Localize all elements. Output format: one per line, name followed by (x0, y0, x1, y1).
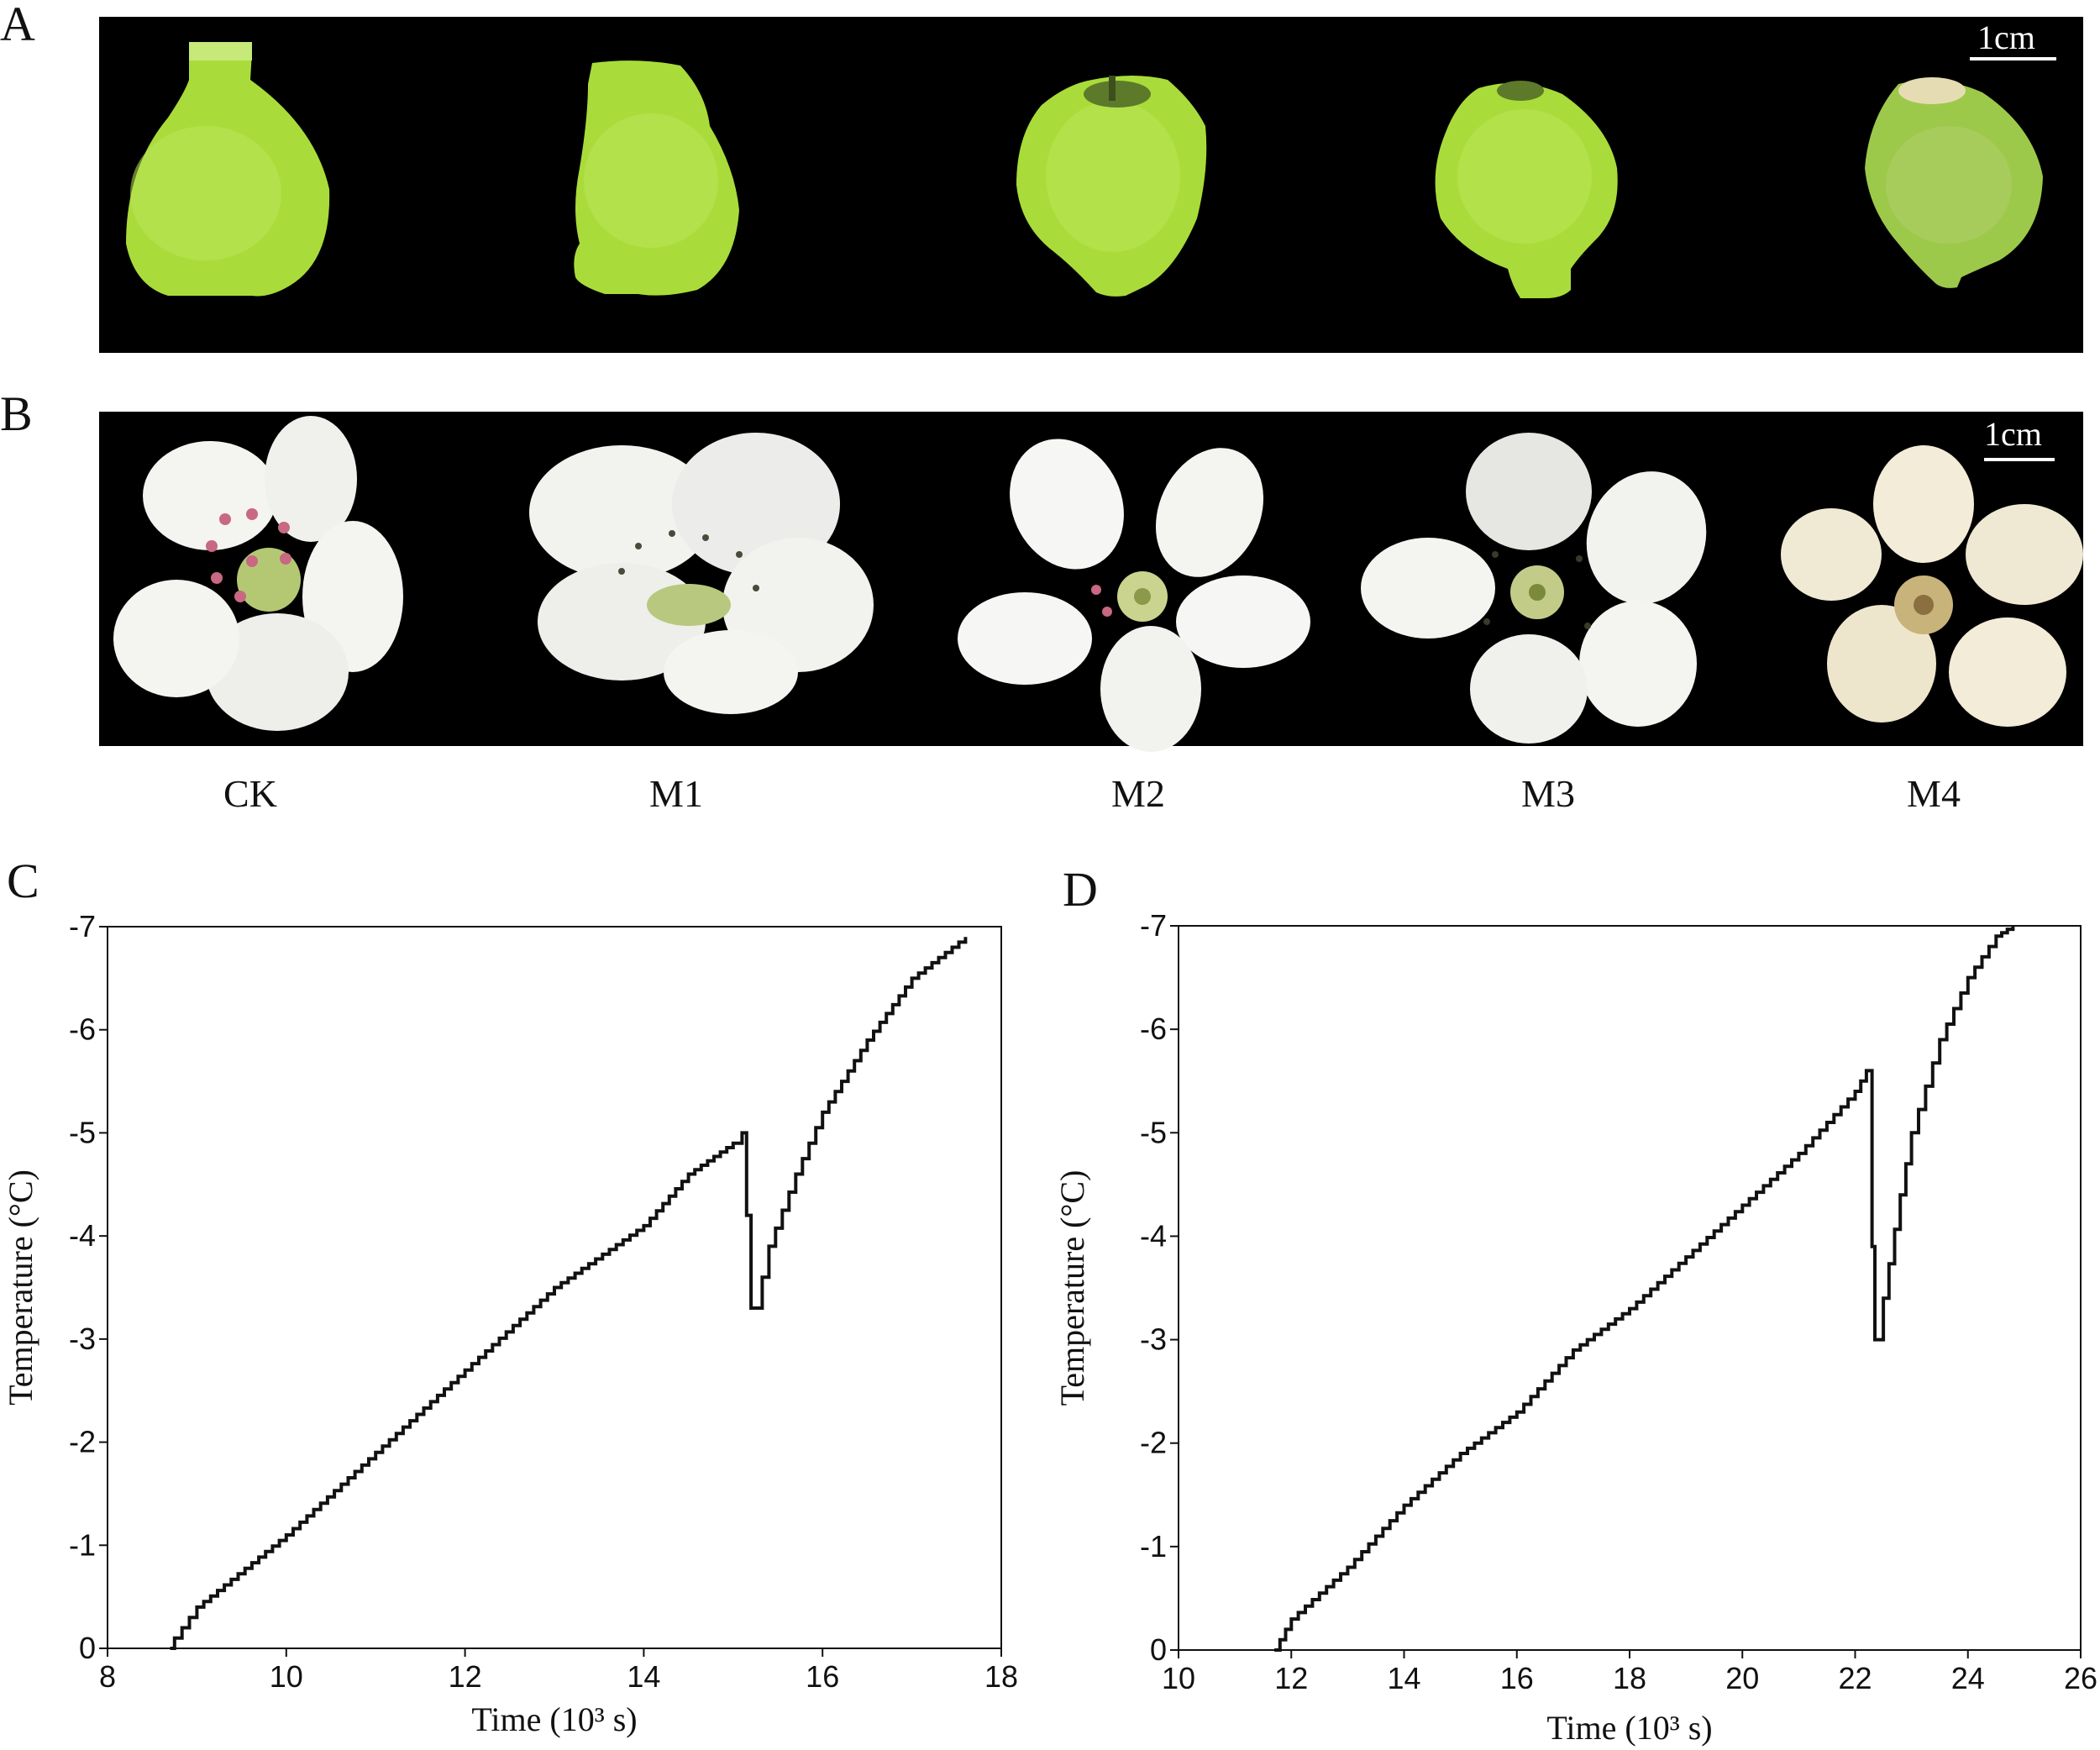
chart-c-xtick-label-0: 8 (99, 1659, 116, 1694)
sample-label-ck: CK (223, 772, 277, 815)
chart-d: 10 12 14 16 18 20 22 24 26 0 -1 -2 -3 -4 -5 -6 -7 Time (1… (1053, 908, 2097, 1747)
chart-c-ytick-label-6: -6 (69, 1012, 96, 1047)
chart-d-xtick-label-7: 24 (1951, 1661, 1985, 1695)
chart-c-xtick-label-2: 12 (449, 1659, 482, 1694)
fruit-ck (126, 42, 330, 297)
panel-c-letter: C (7, 854, 39, 908)
flower-ck (113, 416, 403, 731)
panel-a-letter: A (0, 0, 35, 51)
chart-d-ytick-label-4: -4 (1140, 1218, 1167, 1253)
chart-d-ylabel: Temperature (°C) (1053, 1170, 1091, 1406)
panel-b-scale-bar (1984, 458, 2055, 461)
chart-d-ytick-label-6: -6 (1140, 1012, 1167, 1046)
chart-c-series-0-line (170, 937, 968, 1650)
chart-d-xtick-label-4: 18 (1613, 1661, 1646, 1695)
flower-m2 (958, 439, 1310, 752)
chart-c-ytick-label-5: -5 (69, 1115, 96, 1149)
chart-d-xtick-label-0: 10 (1162, 1661, 1195, 1695)
chart-c-xtick-label-3: 14 (627, 1659, 660, 1694)
chart-d-ytick-label-2: -2 (1140, 1426, 1167, 1460)
chart-c-ytick-label-1: -1 (69, 1527, 96, 1562)
panel-b-scale-label: 1cm (1984, 415, 2042, 453)
chart-d-xtick-label-6: 22 (1838, 1661, 1872, 1695)
chart-c-ytick-label-7: -7 (69, 909, 96, 943)
flower-m4 (1781, 445, 2083, 727)
chart-d-ytick-label-3: -3 (1140, 1322, 1167, 1357)
chart-c-ylabel: Temperature (°C) (2, 1169, 39, 1406)
chart-c-ytick-label-4: -4 (69, 1218, 96, 1253)
chart-d-ytick-label-5: -5 (1140, 1115, 1167, 1149)
chart-d-xtick-label-1: 12 (1274, 1661, 1308, 1695)
fruit-m3 (1435, 81, 1618, 299)
chart-c-ytick-label-3: -3 (69, 1322, 96, 1356)
chart-d-xtick-label-8: 26 (2064, 1661, 2097, 1695)
sample-label-m4: M4 (1907, 772, 1961, 815)
chart-d-xtick-label-5: 20 (1725, 1661, 1759, 1695)
panel-b-photo: 1cm (99, 412, 2083, 752)
chart-c-xtick-label-5: 18 (984, 1659, 1018, 1694)
flower-m3 (1361, 433, 1707, 744)
chart-d-ytick-label-7: -7 (1140, 908, 1167, 943)
sample-label-m1: M1 (649, 772, 703, 815)
chart-c: 8 10 12 14 16 18 0 -1 -2 -3 -4 -5 -6 -7 Time (10³ s) Te… (2, 909, 1018, 1738)
chart-c-ytick-label-2: -2 (69, 1425, 96, 1459)
fruit-m2 (1016, 76, 1207, 297)
chart-c-ytick-label-0: 0 (79, 1631, 96, 1665)
chart-d-xtick-label-2: 14 (1387, 1661, 1420, 1695)
chart-d-xlabel: Time (10³ s) (1546, 1709, 1712, 1747)
chart-c-xtick-label-4: 16 (806, 1659, 839, 1694)
sample-label-m2: M2 (1111, 772, 1165, 815)
fruit-m1 (574, 60, 739, 296)
flower-m1 (529, 433, 874, 714)
chart-c-xtick-label-1: 10 (270, 1659, 303, 1694)
chart-d-ytick-label-1: -1 (1140, 1529, 1167, 1563)
fruit-m4 (1865, 77, 2043, 288)
panel-b-letter: B (0, 386, 33, 441)
panel-d-letter: D (1063, 862, 1098, 917)
chart-c-xlabel: Time (10³ s) (471, 1700, 637, 1738)
panel-a-scale-bar (1970, 57, 2056, 60)
chart-d-xtick-label-3: 16 (1500, 1661, 1534, 1695)
chart-d-ytick-label-0: 0 (1150, 1632, 1167, 1667)
chart-c-frame (107, 926, 1002, 1649)
panel-a-photo: 1cm (99, 17, 2083, 353)
panel-a-scale-label: 1cm (1977, 18, 2035, 56)
sample-label-m3: M3 (1521, 772, 1575, 815)
chart-d-series-0-line (1274, 926, 2015, 1652)
